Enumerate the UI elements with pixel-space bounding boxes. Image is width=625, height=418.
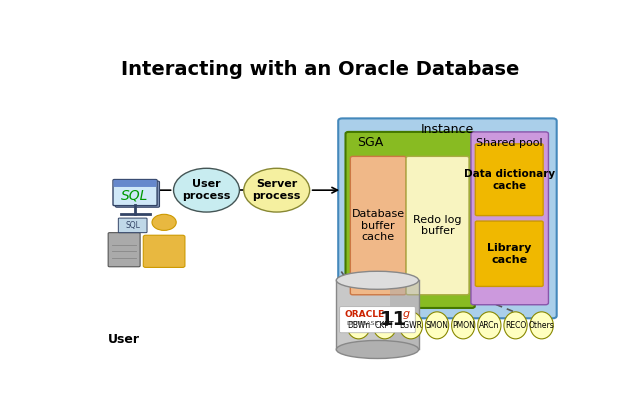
FancyBboxPatch shape	[351, 156, 406, 295]
Text: LGWR: LGWR	[399, 321, 422, 330]
Text: Data dictionary
cache: Data dictionary cache	[464, 169, 555, 191]
Circle shape	[152, 214, 176, 230]
Text: 11: 11	[380, 310, 407, 329]
Ellipse shape	[399, 312, 422, 339]
Ellipse shape	[347, 312, 370, 339]
Text: SMON: SMON	[426, 321, 449, 330]
Text: DATABASE: DATABASE	[347, 321, 379, 326]
Ellipse shape	[336, 271, 419, 289]
Bar	[390, 280, 419, 349]
Text: Redo log
buffer: Redo log buffer	[413, 215, 462, 236]
Ellipse shape	[426, 312, 449, 339]
Text: Library
cache: Library cache	[487, 243, 531, 265]
Text: PMON: PMON	[452, 321, 474, 330]
Ellipse shape	[336, 341, 419, 359]
Ellipse shape	[452, 312, 475, 339]
FancyBboxPatch shape	[108, 233, 140, 267]
Text: Server
process: Server process	[253, 179, 301, 201]
FancyBboxPatch shape	[116, 181, 159, 207]
FancyBboxPatch shape	[114, 180, 157, 187]
Text: User: User	[108, 333, 140, 347]
Ellipse shape	[504, 312, 527, 339]
Text: ARCn: ARCn	[479, 321, 499, 330]
FancyBboxPatch shape	[346, 132, 475, 308]
Text: g: g	[403, 309, 410, 319]
Text: DBWn: DBWn	[347, 321, 370, 330]
FancyBboxPatch shape	[476, 221, 543, 286]
FancyBboxPatch shape	[338, 118, 557, 318]
Bar	[336, 280, 419, 349]
Ellipse shape	[174, 168, 239, 212]
Text: Shared pool: Shared pool	[476, 138, 543, 148]
Text: Database
buffer
cache: Database buffer cache	[352, 209, 405, 242]
FancyBboxPatch shape	[143, 235, 185, 268]
Text: SGA: SGA	[357, 136, 383, 149]
Text: Interacting with an Oracle Database: Interacting with an Oracle Database	[121, 60, 519, 79]
Ellipse shape	[244, 168, 309, 212]
FancyBboxPatch shape	[113, 180, 157, 206]
Text: ORACLE: ORACLE	[344, 310, 384, 319]
FancyBboxPatch shape	[476, 144, 543, 216]
Text: SQL: SQL	[121, 189, 149, 202]
FancyBboxPatch shape	[340, 307, 415, 333]
FancyBboxPatch shape	[406, 156, 469, 295]
Text: CKPT: CKPT	[375, 321, 394, 330]
Text: RECO: RECO	[505, 321, 526, 330]
Text: User
process: User process	[182, 179, 231, 201]
Ellipse shape	[478, 312, 501, 339]
Text: Others: Others	[529, 321, 554, 330]
Ellipse shape	[530, 312, 553, 339]
FancyBboxPatch shape	[471, 132, 549, 305]
FancyBboxPatch shape	[118, 218, 147, 233]
Ellipse shape	[373, 312, 396, 339]
Text: Instance: Instance	[421, 122, 474, 135]
Text: SQL: SQL	[125, 221, 140, 230]
